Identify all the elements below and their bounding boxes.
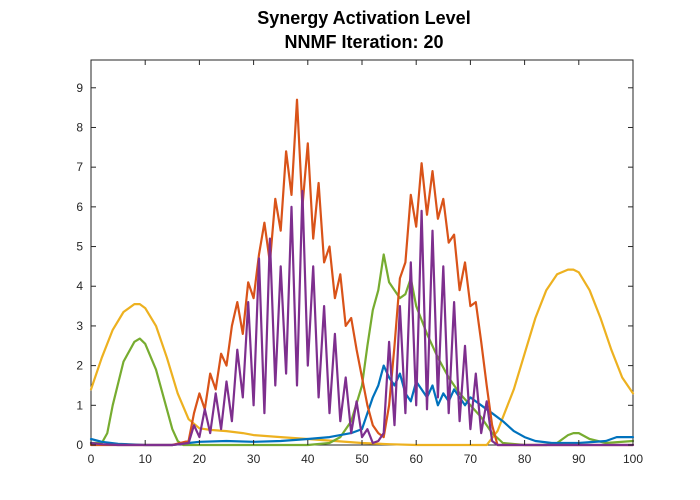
chart-title-line-1: Synergy Activation Level [257,8,470,28]
y-tick-label: 9 [76,81,83,95]
x-tick-label: 10 [139,452,153,466]
y-tick-label: 6 [76,200,83,214]
y-tick-label: 4 [76,279,83,293]
series-line-5 [89,189,635,447]
x-tick-label: 100 [623,452,643,466]
x-tick-label: 30 [247,452,261,466]
y-tick-label: 8 [76,120,83,134]
series-line-3 [89,364,635,447]
x-tick-label: 70 [464,452,478,466]
chart-title-line-2: NNMF Iteration: 20 [284,32,443,52]
y-tick-label: 3 [76,319,83,333]
x-tick-label: 0 [88,452,95,466]
y-tick-label: 2 [76,359,83,373]
x-tick-label: 80 [518,452,532,466]
axis-layer: 0 10 20 30 40 50 60 70 80 90 100 0 1 2 3 4 5 6 7 8 9 [76,60,643,466]
x-tick-label: 90 [572,452,586,466]
x-tick-label: 60 [410,452,424,466]
series-line-4 [89,98,635,447]
x-tick-label: 40 [301,452,315,466]
x-tick-label: 20 [193,452,207,466]
y-tick-label: 1 [76,398,83,412]
series-layer [89,98,635,447]
x-tick-label: 50 [355,452,369,466]
y-tick-label: 0 [76,438,83,452]
y-tick-label: 5 [76,240,83,254]
y-tick-label: 7 [76,160,83,174]
